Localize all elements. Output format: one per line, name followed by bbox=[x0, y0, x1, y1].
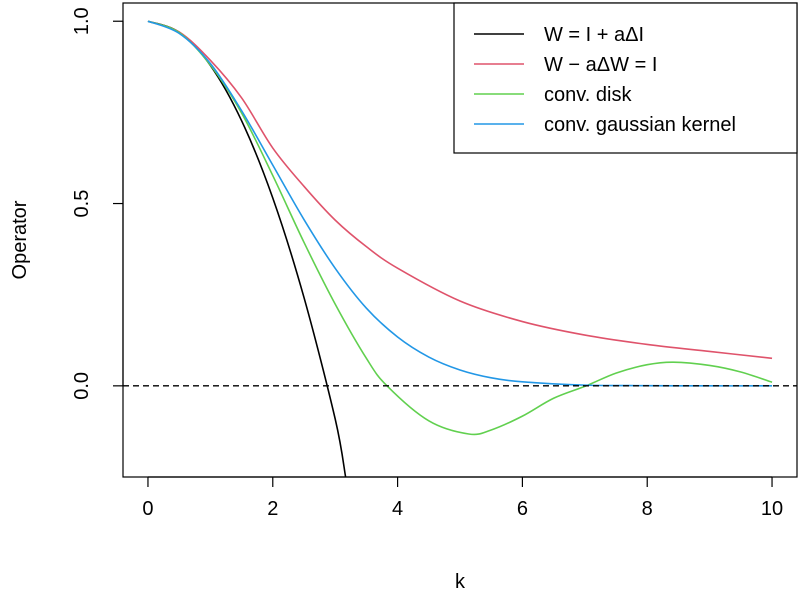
legend-item: conv. disk bbox=[474, 84, 632, 106]
series-line-2 bbox=[147, 20, 773, 360]
x-tick-label: 6 bbox=[517, 498, 528, 520]
legend-box bbox=[453, 2, 798, 154]
y-axis: 0.0 0.5 1.0 bbox=[71, 7, 124, 400]
x-tick-label: 10 bbox=[761, 498, 783, 520]
x-tick-label: 2 bbox=[267, 498, 278, 520]
legend-item: W = I + aΔI bbox=[474, 24, 644, 46]
x-tick-label: 0 bbox=[142, 498, 153, 520]
series-layer bbox=[147, 20, 773, 477]
y-axis-title: Operator bbox=[9, 200, 31, 279]
legend-item: W − aΔW = I bbox=[474, 54, 657, 76]
y-tick-label: 0.0 bbox=[71, 372, 93, 400]
x-tick-label: 4 bbox=[392, 498, 403, 520]
legend-label: W − aΔW = I bbox=[544, 54, 657, 76]
legend-item: conv. gaussian kernel bbox=[474, 114, 736, 136]
y-tick-label: 1.0 bbox=[71, 7, 93, 35]
legend-label: conv. gaussian kernel bbox=[544, 114, 736, 136]
legend-label: conv. disk bbox=[544, 84, 632, 106]
series-line-3 bbox=[147, 20, 773, 436]
x-axis-title: k bbox=[455, 571, 466, 593]
x-axis: 0 2 4 6 8 10 bbox=[142, 476, 783, 520]
x-tick-label: 8 bbox=[642, 498, 653, 520]
y-tick-label: 0.5 bbox=[71, 190, 93, 218]
legend-label: W = I + aΔI bbox=[544, 24, 644, 46]
legend: W = I + aΔI W − aΔW = I conv. disk conv.… bbox=[453, 2, 798, 154]
